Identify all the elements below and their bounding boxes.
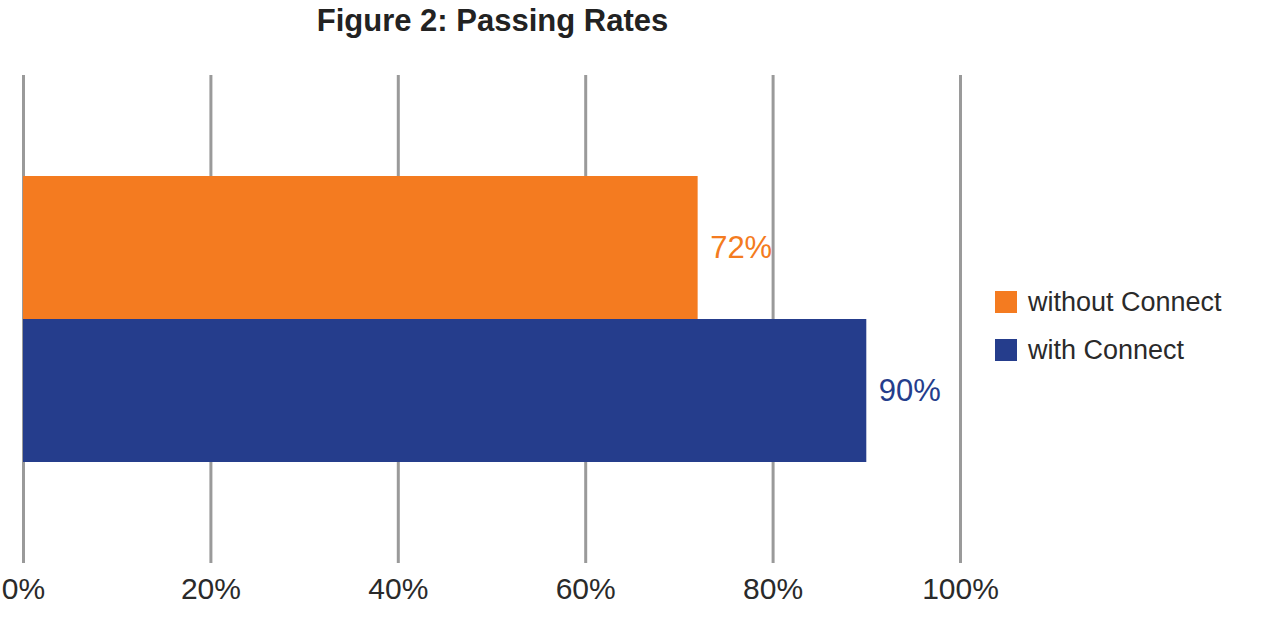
svg-text:100%: 100% (922, 572, 999, 605)
html-text:with Connect: with Connect (1028, 334, 1185, 365)
svg-text:72%: 72% (710, 230, 772, 265)
svg-text:90%: 90% (879, 373, 941, 408)
svg-text:60%: 60% (556, 572, 616, 605)
svg-text:80%: 80% (743, 572, 803, 605)
svg-text:20%: 20% (181, 572, 241, 605)
html-text:without Connect: without Connect (1028, 286, 1222, 317)
html-text:Figure 2: Passing Rates: Figure 2: Passing Rates (316, 3, 669, 38)
svg-text:40%: 40% (368, 572, 428, 605)
svg-text:0%: 0% (2, 572, 45, 605)
